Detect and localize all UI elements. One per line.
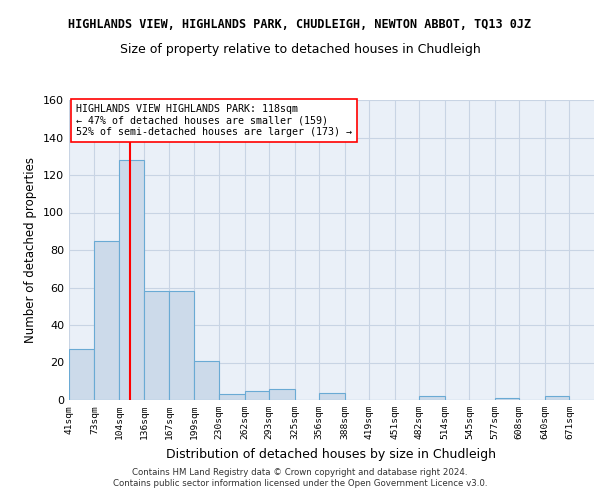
Bar bbox=[319, 392, 344, 400]
Y-axis label: Number of detached properties: Number of detached properties bbox=[25, 157, 37, 343]
Text: Contains HM Land Registry data © Crown copyright and database right 2024.
Contai: Contains HM Land Registry data © Crown c… bbox=[113, 468, 487, 487]
Text: HIGHLANDS VIEW, HIGHLANDS PARK, CHUDLEIGH, NEWTON ABBOT, TQ13 0JZ: HIGHLANDS VIEW, HIGHLANDS PARK, CHUDLEIG… bbox=[68, 18, 532, 30]
Bar bbox=[145, 291, 169, 400]
Bar bbox=[94, 240, 119, 400]
Bar bbox=[69, 350, 94, 400]
Bar bbox=[194, 360, 219, 400]
Bar bbox=[545, 396, 569, 400]
Bar bbox=[169, 291, 194, 400]
Bar bbox=[219, 394, 245, 400]
X-axis label: Distribution of detached houses by size in Chudleigh: Distribution of detached houses by size … bbox=[167, 448, 497, 460]
Bar bbox=[495, 398, 520, 400]
Bar bbox=[245, 390, 269, 400]
Text: Size of property relative to detached houses in Chudleigh: Size of property relative to detached ho… bbox=[119, 42, 481, 56]
Text: HIGHLANDS VIEW HIGHLANDS PARK: 118sqm
← 47% of detached houses are smaller (159): HIGHLANDS VIEW HIGHLANDS PARK: 118sqm ← … bbox=[76, 104, 352, 137]
Bar bbox=[119, 160, 145, 400]
Bar bbox=[269, 389, 295, 400]
Bar bbox=[419, 396, 445, 400]
